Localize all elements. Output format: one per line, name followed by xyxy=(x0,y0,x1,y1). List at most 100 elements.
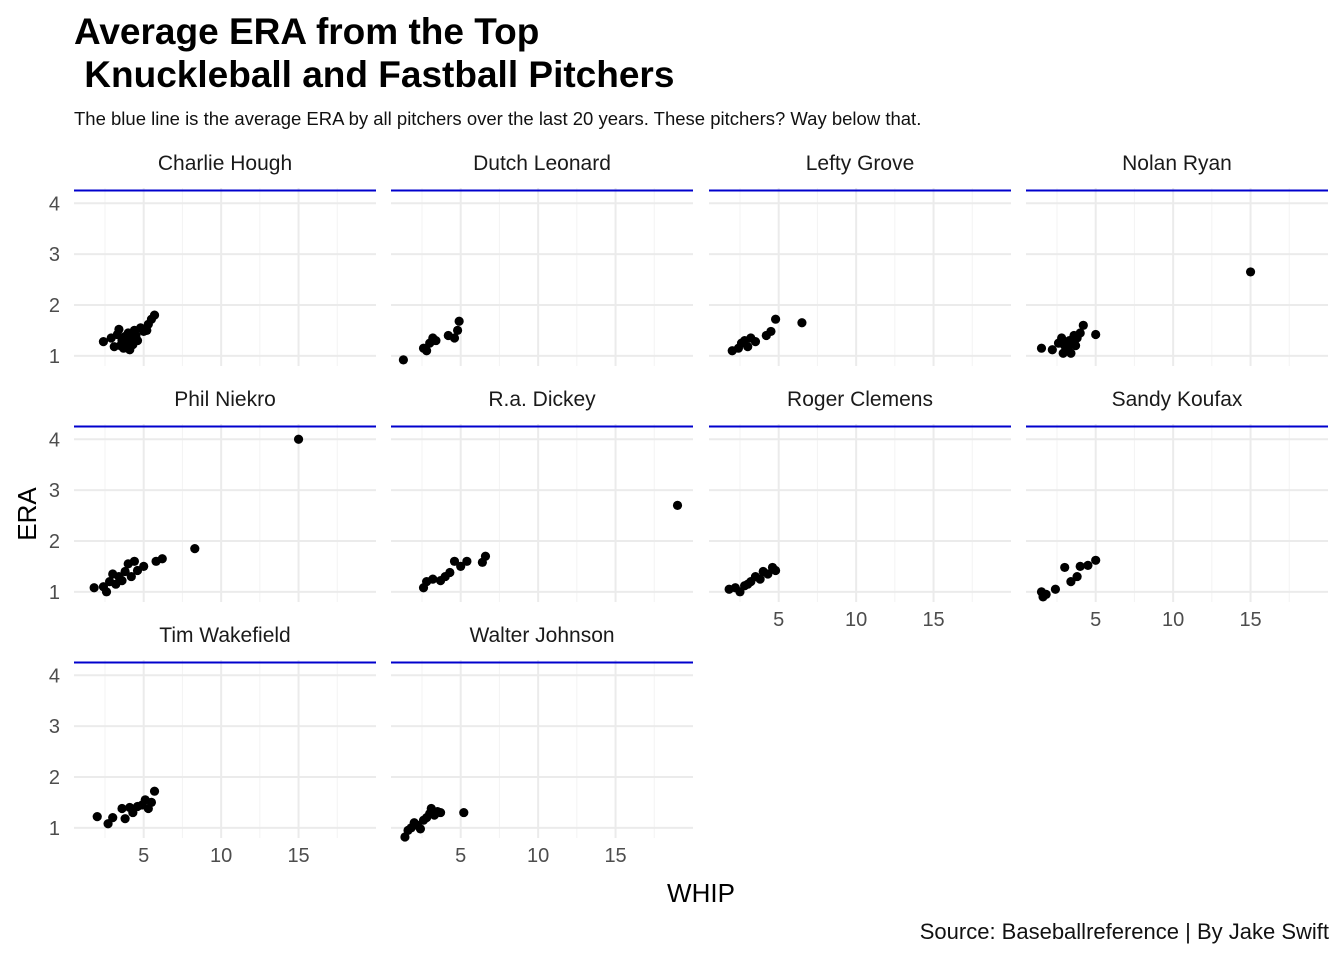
chart-caption: Source: Baseballreference | By Jake Swif… xyxy=(919,919,1329,944)
data-point xyxy=(449,333,460,343)
y-tick-label: 2 xyxy=(49,767,60,789)
y-axis-title: ERA xyxy=(12,487,42,541)
facet-label-roger-clemens: Roger Clemens xyxy=(787,388,933,411)
data-point xyxy=(1091,555,1101,565)
y-tick-label: 4 xyxy=(49,429,60,451)
data-point xyxy=(142,325,152,335)
y-tick-label: 2 xyxy=(49,531,60,553)
data-point xyxy=(452,325,463,335)
data-point xyxy=(114,324,124,334)
data-point xyxy=(766,326,776,337)
data-point xyxy=(763,569,773,579)
data-point xyxy=(1245,267,1256,277)
data-point xyxy=(120,566,130,577)
x-tick-label: 5 xyxy=(773,609,784,631)
data-point xyxy=(1050,584,1061,594)
y-tick-label: 2 xyxy=(49,295,60,317)
x-tick-label: 15 xyxy=(604,845,626,867)
data-point xyxy=(1070,341,1081,351)
facet-label-tim-wakefield: Tim Wakefield xyxy=(159,624,290,647)
x-tick-label: 10 xyxy=(1162,609,1184,631)
data-point xyxy=(1075,561,1085,572)
y-tick-label: 4 xyxy=(49,665,60,687)
x-tick-label: 10 xyxy=(845,609,867,631)
data-point xyxy=(797,318,807,328)
data-point xyxy=(92,812,102,822)
data-point xyxy=(1041,589,1051,599)
data-point xyxy=(1060,562,1070,573)
data-point xyxy=(1036,343,1047,353)
data-point xyxy=(454,316,464,326)
data-point xyxy=(435,807,446,818)
data-point xyxy=(190,544,200,554)
data-point xyxy=(157,554,167,564)
data-point xyxy=(101,587,112,597)
y-tick-label: 3 xyxy=(49,244,60,266)
x-tick-label: 5 xyxy=(1090,609,1101,631)
data-point xyxy=(743,342,753,352)
data-point xyxy=(1066,577,1076,587)
data-point xyxy=(149,310,160,320)
data-point xyxy=(146,797,157,808)
data-point xyxy=(117,576,127,586)
y-tick-label: 4 xyxy=(49,193,60,215)
data-point xyxy=(445,567,455,578)
x-tick-label: 5 xyxy=(138,845,149,867)
data-point xyxy=(149,786,160,796)
facet-label-walter-johnson: Walter Johnson xyxy=(469,624,614,647)
x-tick-label: 10 xyxy=(210,845,232,867)
y-tick-label: 1 xyxy=(49,818,60,840)
facet-label-phil-niekro: Phil Niekro xyxy=(174,388,276,411)
data-point xyxy=(117,803,127,814)
chart-title: Average ERA from the Top Knuckleball and… xyxy=(74,11,675,95)
data-point xyxy=(120,814,130,824)
facet-label-sandy-koufax: Sandy Koufax xyxy=(1112,388,1243,411)
y-tick-label: 3 xyxy=(49,716,60,738)
data-point xyxy=(98,336,109,347)
y-tick-label: 3 xyxy=(49,480,60,502)
data-point xyxy=(428,574,438,584)
data-point xyxy=(1066,348,1076,358)
data-point xyxy=(462,556,472,566)
data-point xyxy=(770,565,781,576)
data-point xyxy=(293,434,304,444)
data-point xyxy=(132,335,143,346)
data-point xyxy=(750,336,761,347)
data-point xyxy=(126,571,136,582)
data-point xyxy=(770,314,781,324)
chart-subtitle: The blue line is the average ERA by all … xyxy=(74,108,922,129)
data-point xyxy=(1047,345,1057,355)
x-tick-label: 15 xyxy=(922,609,944,631)
data-point xyxy=(449,556,460,566)
data-point xyxy=(1057,333,1067,343)
facet-label-r-a-dickey: R.a. Dickey xyxy=(488,388,596,411)
data-point xyxy=(89,583,99,593)
data-point xyxy=(139,561,149,572)
facet-label-nolan-ryan: Nolan Ryan xyxy=(1122,152,1232,175)
data-point xyxy=(456,561,466,572)
y-tick-label: 1 xyxy=(49,346,60,368)
data-point xyxy=(755,574,765,584)
data-point xyxy=(108,813,118,823)
data-point xyxy=(1075,328,1085,338)
data-point xyxy=(398,355,408,365)
data-point xyxy=(431,335,441,346)
data-point xyxy=(415,824,426,834)
facet-label-charlie-hough: Charlie Hough xyxy=(158,152,292,175)
data-point xyxy=(480,551,491,561)
data-point xyxy=(459,807,469,818)
data-point xyxy=(1083,560,1093,570)
x-tick-label: 15 xyxy=(287,845,309,867)
data-point xyxy=(672,500,683,510)
data-point xyxy=(1078,320,1088,330)
facet-label-dutch-leonard: Dutch Leonard xyxy=(473,152,611,175)
y-tick-label: 1 xyxy=(49,582,60,604)
data-point xyxy=(1091,329,1101,340)
data-point xyxy=(129,556,139,566)
x-tick-label: 10 xyxy=(527,845,549,867)
data-point xyxy=(422,346,432,356)
x-tick-label: 5 xyxy=(455,845,466,867)
x-tick-label: 15 xyxy=(1239,609,1261,631)
facet-label-lefty-grove: Lefty Grove xyxy=(806,152,915,175)
